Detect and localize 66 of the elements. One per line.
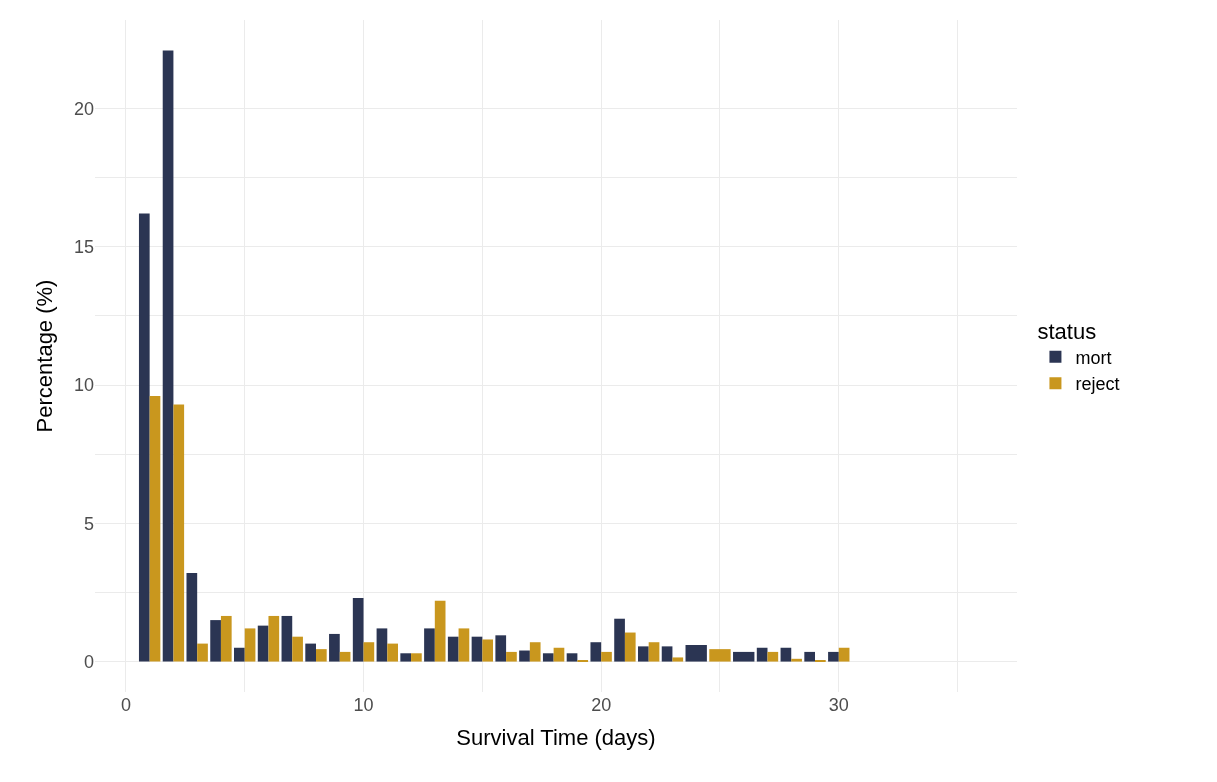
- bar: [305, 643, 316, 662]
- bar: [424, 628, 435, 662]
- bar: [553, 647, 565, 662]
- y-tick-label: 10: [73, 375, 94, 396]
- bar: [791, 658, 802, 662]
- bar: [566, 653, 578, 662]
- bar: [495, 635, 507, 662]
- bar: [173, 404, 185, 662]
- bar: [624, 632, 636, 662]
- bar: [648, 642, 660, 662]
- bar: [149, 396, 161, 662]
- bar: [281, 615, 293, 662]
- bar: [352, 597, 364, 662]
- bar: [197, 643, 208, 662]
- bar: [767, 651, 779, 662]
- bar: [387, 643, 398, 662]
- bar: [471, 636, 483, 662]
- bar: [529, 642, 541, 662]
- bar: [339, 651, 351, 662]
- bar: [220, 615, 232, 662]
- x-axis-title: Survival Time (days): [456, 724, 656, 750]
- bar: [329, 633, 340, 662]
- legend-label: mort: [1075, 347, 1112, 368]
- x-tick-label: 10: [353, 695, 374, 715]
- bar: [637, 646, 649, 662]
- bar: [756, 647, 768, 662]
- bar: [482, 639, 494, 662]
- bar: [661, 646, 673, 662]
- bar: [162, 50, 174, 662]
- bar: [292, 636, 303, 662]
- bar: [376, 628, 388, 662]
- bar: [804, 651, 816, 662]
- y-axis-title: Percentage (%): [31, 279, 57, 433]
- x-tick-label: 30: [828, 695, 849, 715]
- bar: [434, 600, 446, 662]
- x-tick-label: 0: [120, 695, 131, 715]
- legend-label: reject: [1075, 374, 1120, 395]
- bar: [506, 651, 517, 662]
- bar: [519, 650, 530, 662]
- y-tick-label: 0: [83, 651, 94, 672]
- bar: [447, 636, 459, 662]
- bar: [411, 653, 422, 662]
- y-tick-label: 20: [73, 98, 94, 119]
- y-tick-label: 15: [73, 237, 94, 258]
- legend-title: status: [1037, 318, 1097, 344]
- x-tick-label: 20: [591, 695, 612, 715]
- bar: [257, 625, 269, 662]
- bar: [838, 647, 850, 662]
- bar: [614, 618, 625, 662]
- bar: [400, 653, 412, 662]
- bar: [315, 649, 327, 662]
- bar: [542, 653, 554, 662]
- y-tick-label: 5: [83, 513, 94, 534]
- bar: [458, 628, 470, 662]
- bar: [828, 651, 839, 662]
- bar: [601, 651, 612, 662]
- bar: [138, 213, 150, 662]
- bar: [210, 620, 221, 662]
- bar: [590, 642, 602, 662]
- bar: [780, 647, 792, 662]
- bar: [234, 647, 245, 662]
- bar: [268, 615, 280, 662]
- bar: [244, 628, 256, 662]
- bar: [363, 642, 375, 662]
- bar: [672, 657, 684, 662]
- bar: [186, 573, 198, 662]
